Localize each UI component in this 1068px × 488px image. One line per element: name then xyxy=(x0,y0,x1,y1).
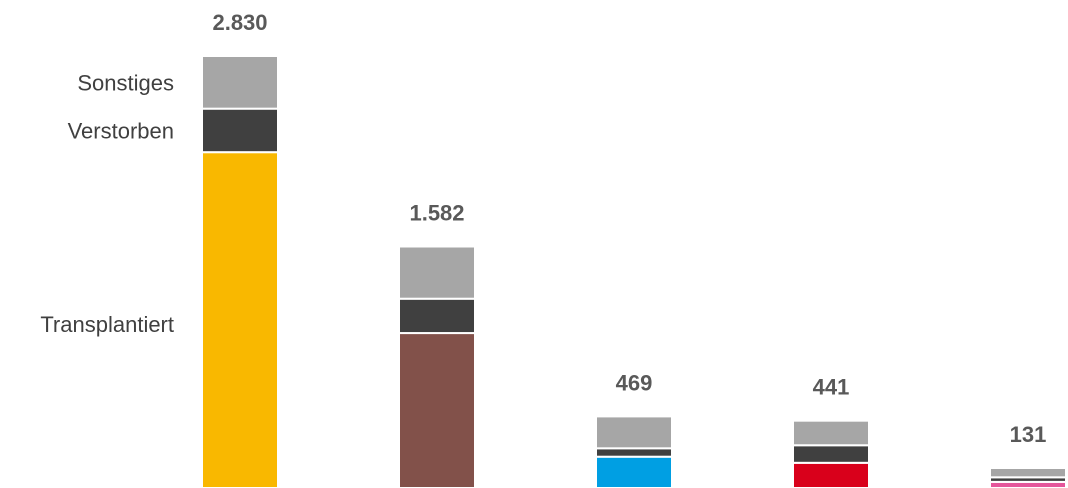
bar-segment-verstorben-3 xyxy=(595,447,673,458)
bar-segment-verstorben-2 xyxy=(398,297,476,335)
legend-label-verstorben: Verstorben xyxy=(68,118,174,143)
bar-segment-sonstiges-5 xyxy=(989,467,1067,479)
bar-segment-verstorben-4 xyxy=(792,444,870,464)
bar-segment-sonstiges-3 xyxy=(595,415,673,450)
total-label-3: 469 xyxy=(616,370,653,395)
bar-segment-sonstiges-1 xyxy=(201,55,279,110)
bar-segment-verstorben-1 xyxy=(201,107,279,154)
legend-label-sonstiges: Sonstiges xyxy=(77,70,174,95)
total-label-1: 2.830 xyxy=(212,10,267,35)
legend-label-transplantiert: Transplantiert xyxy=(40,312,174,337)
bar-segment-sonstiges-2 xyxy=(398,245,476,300)
bar-segment-transplantiert-1 xyxy=(201,151,279,488)
bar-segment-transplantiert-2 xyxy=(398,332,476,488)
total-label-4: 441 xyxy=(813,375,850,400)
bar-segment-transplantiert-4 xyxy=(792,461,870,488)
bar-segment-sonstiges-4 xyxy=(792,419,870,447)
total-label-5: 131 xyxy=(1010,422,1047,447)
bar-segment-transplantiert-3 xyxy=(595,455,673,488)
total-label-2: 1.582 xyxy=(409,201,464,226)
